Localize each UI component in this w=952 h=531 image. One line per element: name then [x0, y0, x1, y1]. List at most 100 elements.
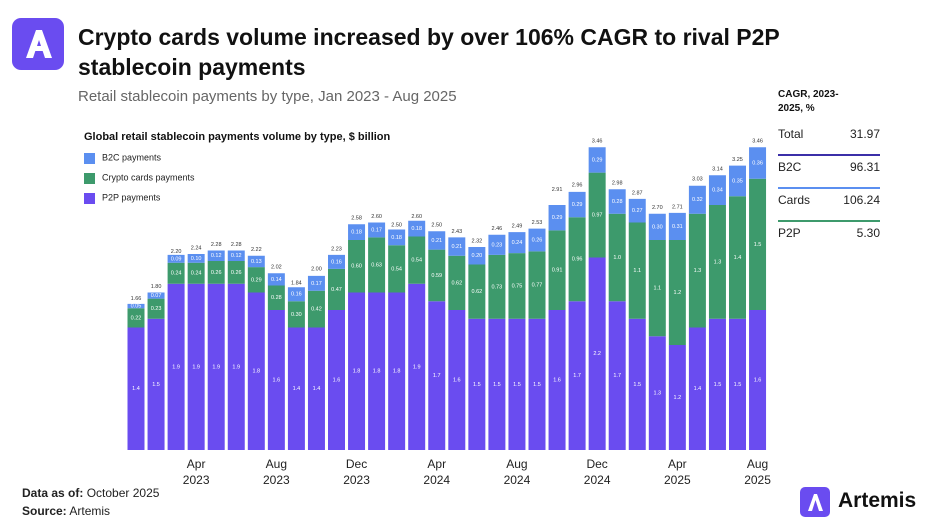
- total-label: 2.28: [231, 242, 242, 248]
- x-tick-label: Aug 2024: [503, 457, 531, 487]
- x-tick-label: Aug 2025: [744, 457, 771, 487]
- bar-segment: [408, 283, 426, 450]
- bar-segment: [147, 292, 165, 299]
- source-value: Artemis: [69, 504, 111, 518]
- cagr-title: CAGR, 2023-2025, %: [778, 89, 839, 114]
- segment-label: 0.27: [632, 208, 643, 214]
- bar-segment: [568, 191, 586, 218]
- segment-label: 0.77: [532, 283, 543, 289]
- total-label: 1.84: [291, 280, 302, 286]
- total-label: 2.28: [211, 242, 222, 248]
- segment-label: 0.21: [451, 244, 462, 250]
- segment-label: 1.3: [653, 391, 661, 397]
- total-label: 2.87: [632, 190, 643, 196]
- bar-segment: [388, 245, 406, 293]
- bar-segment: [648, 240, 666, 337]
- segment-label: 1.5: [633, 382, 641, 388]
- bar-segment: [348, 224, 366, 240]
- segment-label: 1.5: [714, 382, 722, 388]
- segment-label: 1.7: [613, 373, 621, 379]
- total-label: 2.96: [572, 182, 583, 188]
- segment-label: 0.29: [552, 215, 563, 221]
- bar-segment: [588, 257, 606, 450]
- segment-label: 0.36: [752, 160, 763, 166]
- legend-label: Crypto cards payments: [102, 172, 195, 182]
- cagr-value: 106.24: [843, 193, 880, 207]
- bar-segment: [267, 285, 285, 310]
- cagr-label: Total: [778, 127, 804, 141]
- total-label: 2.02: [271, 265, 282, 271]
- bar-segment: [548, 310, 566, 450]
- bar-segment: [187, 262, 205, 284]
- bar-segment: [147, 318, 165, 450]
- bar-segment: [749, 178, 767, 310]
- bar-segment: [588, 147, 606, 173]
- segment-label: 1.5: [513, 382, 521, 388]
- bar-segment: [448, 255, 466, 310]
- bar-segment: [207, 283, 225, 450]
- cagr-label: B2C: [778, 160, 802, 174]
- bar-segment: [488, 234, 506, 255]
- bar-segment: [588, 172, 606, 258]
- bar-segment: [187, 254, 205, 263]
- segment-label: 1.2: [674, 395, 682, 401]
- segment-label: 0.28: [271, 295, 282, 301]
- total-label: 2.20: [171, 249, 182, 255]
- total-label: 3.46: [592, 139, 603, 145]
- segment-label: 0.23: [492, 242, 503, 248]
- bar-segment: [368, 222, 386, 238]
- segment-label: 1.7: [433, 373, 441, 379]
- segment-label: 0.42: [311, 307, 322, 313]
- bar-segment: [127, 327, 145, 450]
- segment-label: 1.4: [694, 386, 702, 392]
- cagr-value: 5.30: [856, 226, 880, 240]
- total-label: 2.71: [672, 204, 683, 210]
- segment-label: 1.3: [694, 268, 702, 274]
- segment-label: 1.5: [533, 382, 541, 388]
- bar-segment: [708, 318, 726, 450]
- total-label: 2.43: [451, 229, 462, 235]
- segment-label: 0.16: [291, 292, 302, 298]
- segment-label: 0.29: [251, 277, 262, 283]
- bar-segment: [187, 283, 205, 450]
- total-label: 3.25: [732, 157, 743, 163]
- segment-label: 0.54: [411, 258, 422, 264]
- bar-segment: [328, 268, 345, 310]
- bar-segment: [227, 250, 245, 261]
- bar-segment: [508, 318, 526, 450]
- segment-label: 1.6: [754, 377, 762, 383]
- legend-swatch: [84, 193, 95, 204]
- bar-segment: [167, 262, 185, 284]
- total-label: 2.58: [351, 216, 362, 222]
- segment-label: 0.30: [652, 224, 663, 230]
- segment-label: 1.5: [734, 382, 742, 388]
- cagr-label: P2P: [778, 226, 801, 240]
- bar-segment: [328, 254, 345, 269]
- bar-segment: [127, 308, 145, 328]
- segment-label: 1.8: [252, 369, 260, 375]
- segment-label: 0.28: [612, 199, 623, 205]
- segment-label: 0.26: [231, 270, 242, 276]
- segment-label: 1.8: [373, 369, 381, 375]
- bar-segment: [307, 290, 325, 328]
- bar-segment: [528, 318, 546, 450]
- bar-segment: [227, 283, 245, 450]
- segment-label: 0.18: [411, 226, 422, 232]
- bar-segment: [348, 240, 366, 293]
- bar-segment: [287, 327, 305, 450]
- segment-label: 0.62: [451, 280, 462, 286]
- bar-segment: [568, 217, 586, 302]
- bar-segment: [708, 205, 726, 319]
- x-tick-label: Dec 2023: [343, 457, 370, 487]
- segment-label: 1.2: [674, 290, 682, 296]
- cagr-separator: [778, 154, 880, 156]
- bar-segment: [668, 212, 686, 240]
- subtitle: Retail stablecoin payments by type, Jan …: [78, 88, 457, 105]
- total-label: 2.32: [471, 238, 482, 244]
- segment-label: 1.4: [132, 386, 140, 392]
- bar-segment: [749, 310, 767, 450]
- segment-label: 0.05: [131, 304, 142, 310]
- total-label: 2.49: [512, 224, 523, 230]
- segment-label: 1.8: [353, 369, 361, 375]
